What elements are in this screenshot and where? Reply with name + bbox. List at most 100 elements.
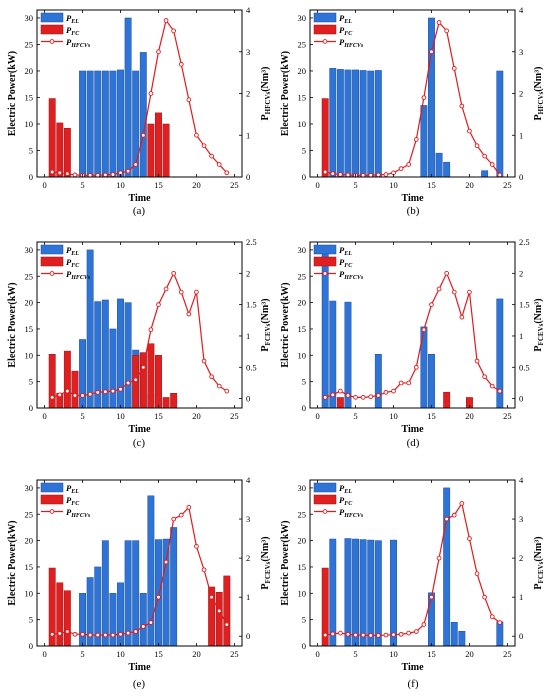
y2-tick-label: 0.5 — [246, 362, 257, 372]
hfcv-point — [87, 391, 93, 397]
x-tick-label: 10 — [389, 649, 398, 659]
y2-tick-label: 0 — [519, 631, 523, 641]
legend-label: PEL — [339, 483, 352, 495]
legend-label-sub: FC — [71, 501, 80, 507]
y-tick-label: 30 — [298, 483, 307, 493]
x-tick-label: 0 — [315, 180, 319, 190]
y2-axis-label-base: P — [260, 345, 271, 351]
y-tick-label: 10 — [25, 119, 34, 129]
hfcv-point — [322, 632, 328, 638]
y2-tick-label: 1.5 — [246, 300, 257, 310]
y2-tick-label: 4 — [519, 475, 524, 485]
legend-label-base: P — [339, 13, 345, 23]
fc-bar — [162, 123, 170, 178]
hfcv-point — [80, 631, 85, 637]
fc-bar — [48, 354, 56, 409]
x-tick-label: 15 — [154, 180, 163, 190]
hfcv-point — [133, 162, 139, 167]
el-bar — [428, 592, 435, 647]
y2-axis-label-unit: (Nm³) — [260, 298, 271, 323]
hfcv-point — [436, 555, 442, 561]
hfcv-point — [163, 18, 169, 23]
x-tick-label: 5 — [80, 411, 84, 421]
legend-marker — [322, 271, 328, 276]
el-bar — [109, 593, 117, 647]
el-bar — [374, 540, 382, 647]
hfcv-point — [459, 103, 465, 109]
y2-tick-label: 3 — [246, 514, 250, 524]
panel-caption: (a) — [133, 205, 146, 217]
legend-label-sub: HFCVs — [70, 43, 91, 49]
legend-label: PEL — [339, 245, 352, 257]
legend-swatch — [40, 256, 64, 267]
hfcv-point — [406, 630, 412, 636]
panel-caption: (c) — [133, 437, 146, 449]
hfcv-point — [216, 383, 222, 389]
fc-bar — [147, 123, 155, 178]
y-tick-label: 25 — [298, 509, 307, 519]
y2-tick-label: 0.5 — [519, 362, 530, 372]
y-tick-label: 30 — [25, 13, 34, 23]
hfcv-point — [398, 380, 404, 386]
el-bar — [162, 538, 170, 647]
y2-axis-label-sub: FCEVs — [537, 561, 545, 583]
hfcv-point — [224, 388, 230, 394]
hfcv-point — [353, 632, 358, 638]
hfcv-point — [322, 395, 328, 400]
y-tick-label: 0 — [302, 403, 306, 413]
x-tick-label: 20 — [192, 649, 201, 659]
fc-bar — [443, 391, 451, 409]
legend-label: PFC — [339, 257, 353, 269]
legend-label: PFC — [339, 25, 353, 37]
chart-panel-f: 0 5 10 15 20 25 0 5 10 15 20 25 30 0 1 2 3 4 Time Electric … — [280, 475, 545, 690]
y-tick-label: 15 — [298, 324, 307, 334]
hfcv-point — [338, 172, 343, 177]
legend-label-sub: FC — [71, 31, 80, 37]
el-bar — [79, 70, 87, 178]
fc-bar — [48, 98, 56, 178]
hfcv-point — [360, 632, 366, 638]
el-bar — [139, 52, 147, 178]
y2-axis-label-base: P — [533, 114, 544, 120]
el-bar — [458, 630, 466, 647]
legend-label: PFC — [66, 495, 80, 507]
y2-tick-label: 2 — [519, 268, 523, 278]
legend-swatch — [40, 12, 64, 23]
x-tick-label: 25 — [230, 649, 239, 659]
el-bar — [101, 540, 109, 647]
el-bar — [481, 170, 489, 178]
legend-label-sub: HFCVs — [70, 513, 91, 519]
y2-axis-label: PFCEVs(Nm³) — [533, 298, 545, 351]
hfcv-point — [49, 631, 55, 637]
legend-label-sub: EL — [70, 489, 79, 495]
legend-label: PEL — [339, 13, 352, 25]
hfcv-point — [125, 168, 131, 174]
y-tick-label: 25 — [298, 39, 307, 49]
el-bar — [496, 621, 504, 647]
y-tick-label: 30 — [25, 483, 34, 493]
legend-label: PEL — [66, 245, 79, 257]
y-axis-label: Electric Power(kW) — [280, 51, 291, 136]
legend-label: PFC — [339, 495, 353, 507]
hfcv-point — [186, 504, 192, 510]
legend-marker — [322, 39, 328, 44]
legend-marker — [49, 509, 55, 514]
y2-tick-label: 0 — [519, 394, 523, 404]
el-bar — [443, 487, 451, 647]
el-bar — [329, 300, 337, 409]
hfcv-point — [118, 386, 123, 392]
y2-tick-label: 1 — [246, 130, 250, 140]
panel-caption: (b) — [407, 205, 420, 217]
hfcv-point — [102, 389, 108, 395]
hfcv-point — [375, 393, 381, 398]
hfcv-point — [95, 632, 101, 638]
hfcv-point — [224, 622, 230, 627]
x-tick-label: 25 — [230, 411, 239, 421]
fc-bar — [139, 352, 147, 409]
x-tick-label: 25 — [503, 180, 512, 190]
hfcv-point — [467, 128, 472, 134]
legend-label: PHFCVs — [66, 269, 91, 281]
hfcv-point — [391, 632, 396, 638]
hfcv-point — [497, 388, 503, 394]
el-bar — [329, 538, 337, 647]
